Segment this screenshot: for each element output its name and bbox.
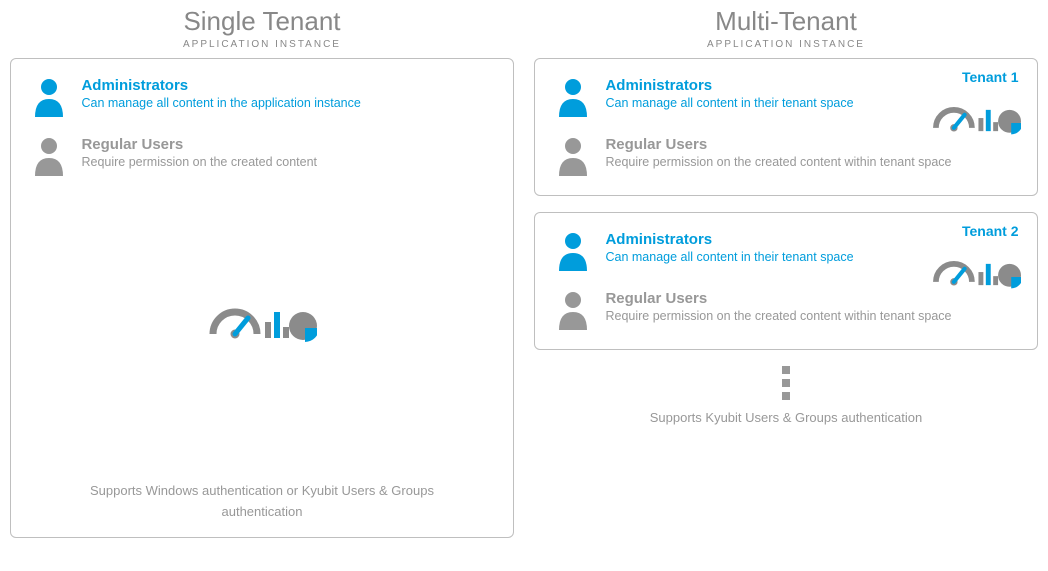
multi-tenant-column: Multi-Tenant APPLICATION INSTANCE Tenant… <box>534 0 1037 425</box>
admin-person-icon <box>555 77 591 122</box>
tenant-label: Tenant 2 <box>962 223 1019 239</box>
single-tenant-panel: Administrators Can manage all content in… <box>10 58 513 538</box>
charts-icon <box>207 292 317 352</box>
admin-desc: Can manage all content in the applicatio… <box>81 95 492 113</box>
user-person-icon <box>555 136 591 181</box>
user-desc: Require permission on the created conten… <box>605 154 1016 172</box>
admin-row: Administrators Can manage all content in… <box>31 77 492 122</box>
single-tenant-title: Single Tenant <box>10 6 513 37</box>
multi-tenant-footer: Supports Kyubit Users & Groups authentic… <box>534 410 1037 425</box>
charts-icon <box>931 93 1021 144</box>
admin-person-icon <box>555 231 591 276</box>
admin-title: Administrators <box>81 77 492 95</box>
more-tenants-icon <box>534 366 1037 400</box>
user-title: Regular Users <box>81 136 492 154</box>
tenant-label: Tenant 1 <box>962 69 1019 85</box>
tenant-panel: Tenant 1 Administrators Can manage all c… <box>534 58 1037 196</box>
tenant-panel: Tenant 2 Administrators Can manage all c… <box>534 212 1037 350</box>
single-tenant-subtitle: APPLICATION INSTANCE <box>10 39 513 50</box>
charts-icon <box>931 247 1021 298</box>
user-person-icon <box>31 136 67 181</box>
multi-tenant-subtitle: APPLICATION INSTANCE <box>534 39 1037 50</box>
admin-person-icon <box>31 77 67 122</box>
single-tenant-column: Single Tenant APPLICATION INSTANCE Admin… <box>10 0 513 554</box>
user-desc: Require permission on the created conten… <box>81 154 492 172</box>
user-person-icon <box>555 290 591 335</box>
user-desc: Require permission on the created conten… <box>605 308 1016 326</box>
single-tenant-footer: Supports Windows authentication or Kyubi… <box>11 481 512 523</box>
user-row: Regular Users Require permission on the … <box>31 136 492 181</box>
multi-tenant-title: Multi-Tenant <box>534 6 1037 37</box>
